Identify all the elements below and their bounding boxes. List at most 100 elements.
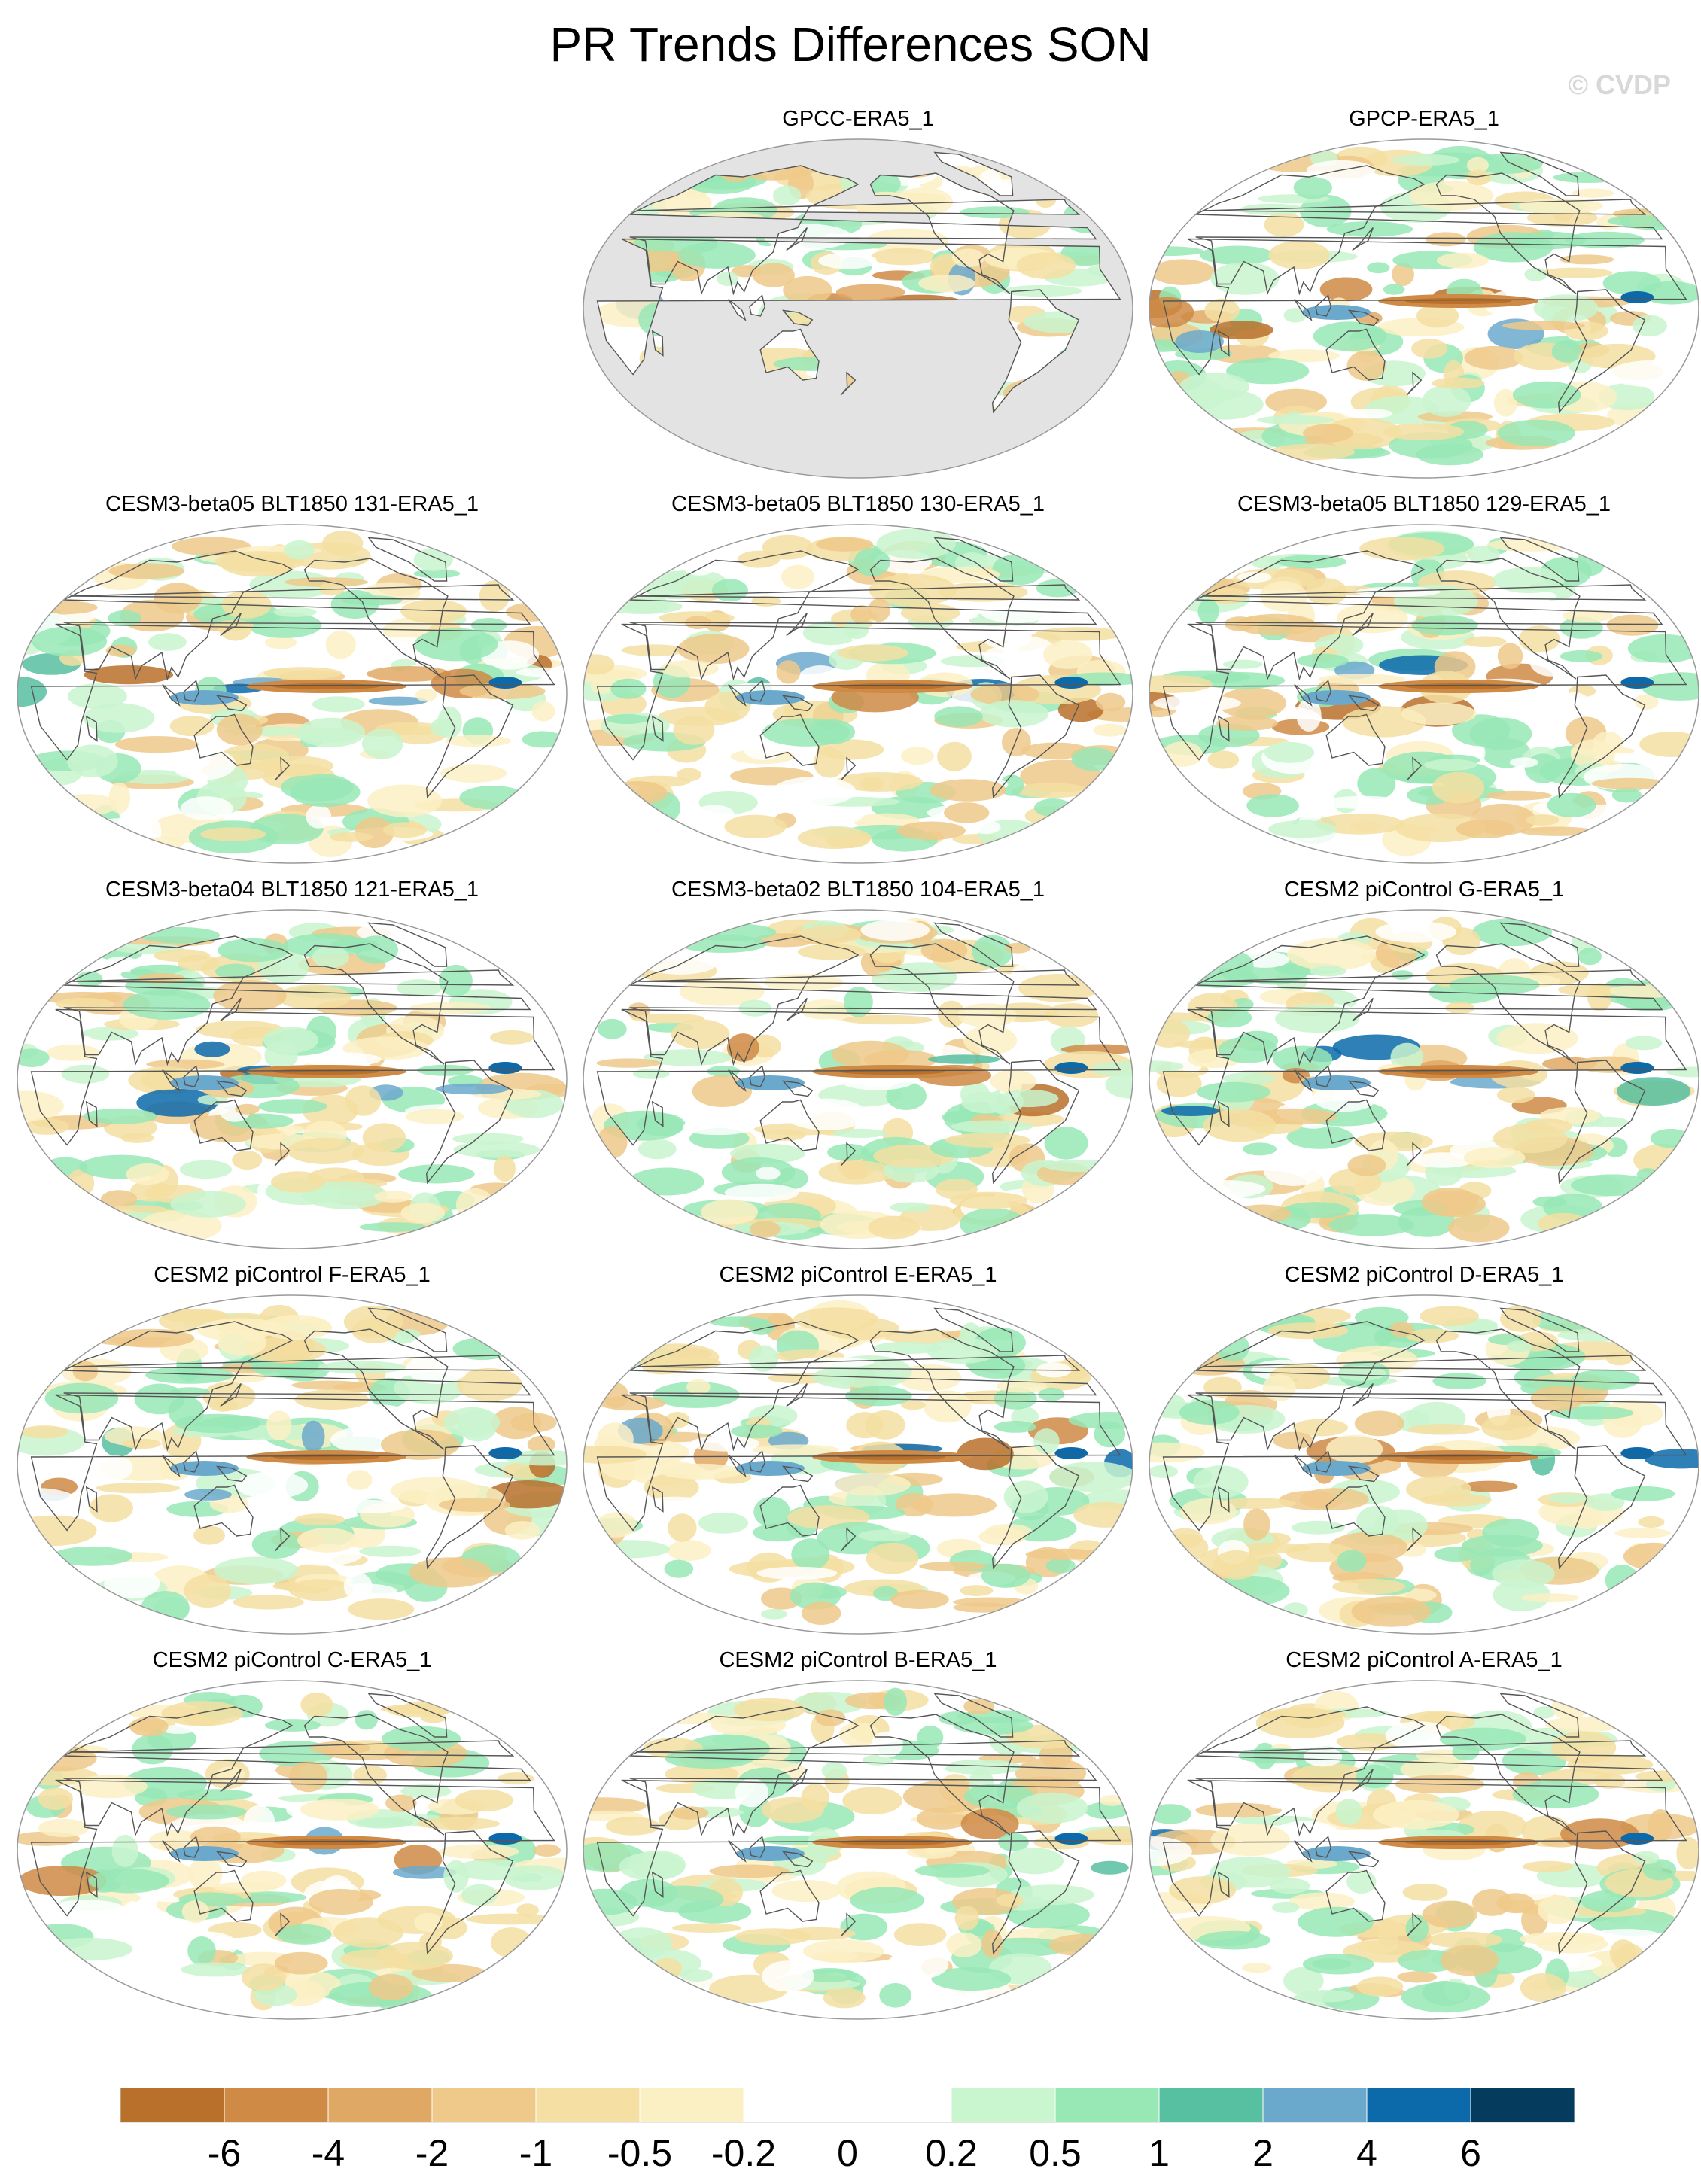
trend-blob <box>1523 1118 1572 1134</box>
trend-blob <box>1286 1125 1353 1149</box>
trend-blob <box>333 1499 406 1513</box>
trend-blob <box>309 1888 373 1915</box>
colorbar-tick-label: -1 <box>519 2132 552 2174</box>
coastline-sumatra <box>1294 1839 1313 1863</box>
trend-blob <box>1466 169 1491 186</box>
trend-blob <box>1164 1534 1209 1562</box>
trend-field <box>1149 917 1699 1246</box>
trend-blob <box>1207 750 1240 769</box>
trend-blob <box>1530 1386 1584 1412</box>
trend-blob <box>166 1804 247 1820</box>
trend-blob <box>1426 232 1466 247</box>
trend-blob <box>1519 826 1596 836</box>
trend-blob <box>99 1455 133 1480</box>
trend-blob <box>752 1444 839 1455</box>
trend-blob <box>927 1054 1000 1064</box>
trend-blob <box>1328 1214 1415 1236</box>
trend-blob <box>1456 819 1515 838</box>
trend-blob <box>169 1387 211 1397</box>
trend-blob <box>1606 984 1690 998</box>
colorbar-tick-label: -0.5 <box>607 2132 672 2174</box>
trend-blob <box>672 1923 741 1933</box>
trend-blob <box>1411 339 1448 359</box>
trend-blob <box>850 605 872 625</box>
colorbar-bin <box>1366 2088 1471 2123</box>
trend-blob <box>1151 259 1215 285</box>
trend-blob <box>181 1962 251 1977</box>
trend-blob <box>1611 1486 1675 1501</box>
trend-blob <box>459 683 546 700</box>
trend-blob <box>300 1052 382 1066</box>
coastline-eurasia <box>1195 935 1663 1066</box>
trend-blob <box>963 1025 1018 1055</box>
trend-blob <box>1584 1493 1625 1511</box>
trend-blob <box>405 1109 464 1124</box>
trend-blob <box>1351 1596 1431 1627</box>
trend-blob <box>946 1932 982 1957</box>
trend-blob <box>621 644 687 656</box>
equatorial-band-core <box>272 1454 380 1460</box>
trend-blob <box>835 1473 911 1496</box>
trend-blob <box>1234 613 1316 636</box>
coastline-borneo <box>183 680 200 702</box>
coastline-africa <box>30 623 555 761</box>
coastline-newguinea <box>1347 1080 1380 1097</box>
trend-field <box>17 1692 567 2014</box>
trend-blob <box>374 1191 412 1203</box>
trend-blob <box>677 634 750 665</box>
trend-blob <box>349 1404 412 1431</box>
trend-blob <box>698 1512 749 1534</box>
trend-blob <box>1222 1072 1276 1085</box>
trend-blob <box>137 973 185 984</box>
trend-blob <box>644 1712 730 1725</box>
coastline-africa <box>596 1008 1121 1146</box>
trend-blob <box>400 599 467 624</box>
trend-blob <box>596 1058 662 1068</box>
trend-blob <box>637 1139 677 1160</box>
coastline-nz <box>274 756 291 781</box>
trend-blob <box>392 1866 457 1879</box>
trend-blob <box>934 706 983 727</box>
trend-blob <box>1587 983 1612 1011</box>
trend-blob <box>953 1597 1030 1607</box>
map-panel: CESM2 piControl B-ERA5_1 <box>580 1647 1137 2023</box>
trend-blob <box>1319 277 1373 302</box>
trend-blob <box>1463 1147 1526 1169</box>
coastline-nz <box>840 1142 857 1167</box>
trend-blob <box>1273 1045 1333 1074</box>
trend-blob <box>1642 1859 1677 1881</box>
trend-blob <box>148 1830 204 1852</box>
trend-blob <box>1313 1084 1377 1112</box>
trend-blob <box>1033 1428 1060 1455</box>
trend-shading <box>592 917 1133 1240</box>
map-panel: CESM2 piControl F-ERA5_1 <box>14 1261 571 1638</box>
trend-blob <box>1397 1971 1438 1983</box>
trend-shading <box>583 528 1133 852</box>
trend-blob <box>1071 747 1116 771</box>
trend-blob <box>1420 1306 1479 1327</box>
trend-blob <box>17 676 47 707</box>
trend-blob <box>522 731 564 748</box>
trend-blob <box>1422 385 1471 417</box>
trend-blob <box>970 683 1040 705</box>
trend-blob <box>1268 820 1337 838</box>
trend-blob <box>276 984 351 1010</box>
coastline-eurasia <box>629 550 1097 681</box>
trend-blob <box>1424 759 1477 771</box>
coastline-eurasia <box>63 1706 531 1837</box>
coastline-japan <box>786 998 808 1022</box>
trend-blob <box>1547 792 1596 817</box>
trend-blob <box>1402 1883 1448 1901</box>
trend-blob <box>1608 360 1699 388</box>
atlantic-itcz-wet <box>1620 291 1654 303</box>
trend-blob <box>1427 1931 1503 1948</box>
trend-blob <box>858 1529 911 1542</box>
trend-blob <box>733 1697 805 1722</box>
trend-blob <box>1633 1851 1660 1865</box>
trend-blob <box>176 1789 253 1801</box>
trend-blob <box>641 1885 724 1913</box>
trend-blob <box>235 1103 260 1115</box>
trend-blob <box>815 1709 846 1726</box>
trend-blob <box>1326 221 1413 237</box>
trend-blob <box>161 1701 243 1726</box>
